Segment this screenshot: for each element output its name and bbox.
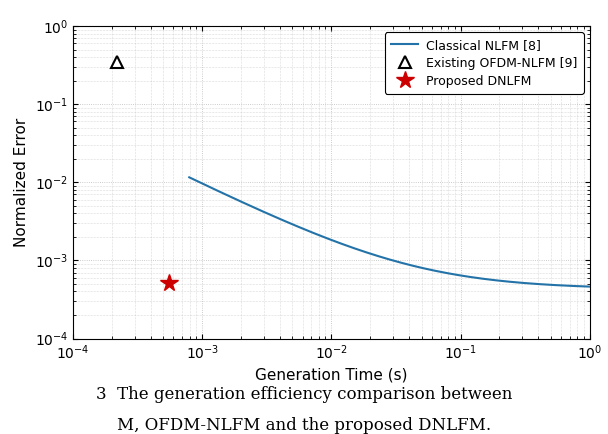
Classical NLFM [8] bbox=[418, 265, 426, 270]
Classical NLFM [8] bbox=[530, 281, 537, 286]
Line: Classical NLFM [8]: Classical NLFM [8] bbox=[189, 178, 590, 286]
Classical NLFM [8] bbox=[185, 175, 193, 180]
Legend: Classical NLFM [8], Existing OFDM-NLFM [9], Proposed DNLFM: Classical NLFM [8], Existing OFDM-NLFM [… bbox=[385, 32, 584, 94]
Classical NLFM [8] bbox=[429, 268, 436, 273]
Text: M, OFDM-NLFM and the proposed DNLFM.: M, OFDM-NLFM and the proposed DNLFM. bbox=[117, 417, 491, 434]
X-axis label: Generation Time (s): Generation Time (s) bbox=[255, 368, 407, 382]
Classical NLFM [8] bbox=[586, 284, 593, 289]
Classical NLFM [8] bbox=[210, 186, 218, 191]
Classical NLFM [8] bbox=[441, 270, 448, 275]
Classical NLFM [8] bbox=[489, 277, 497, 283]
Y-axis label: Normalized Error: Normalized Error bbox=[14, 118, 29, 247]
Text: 3  The generation efficiency comparison between: 3 The generation efficiency comparison b… bbox=[96, 386, 512, 403]
